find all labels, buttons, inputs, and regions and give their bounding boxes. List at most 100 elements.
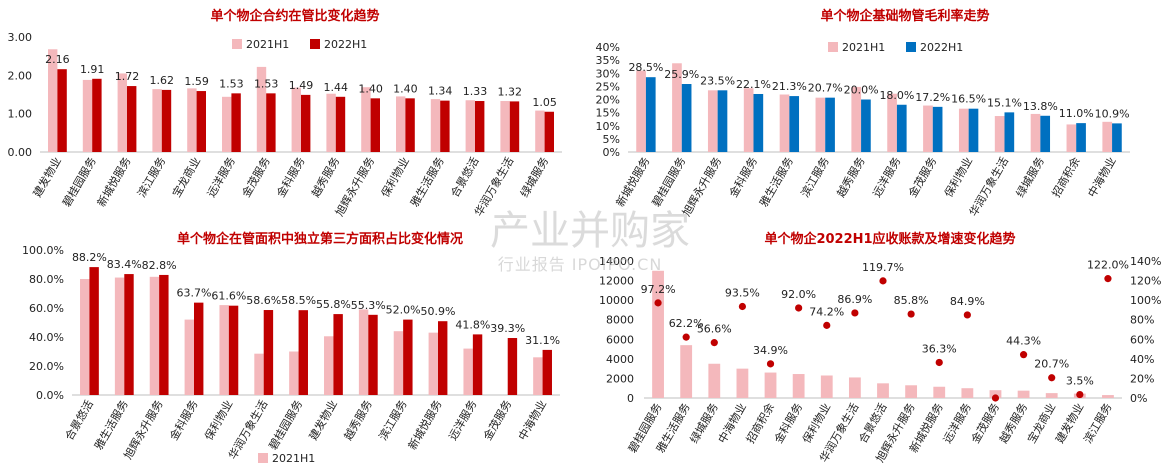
y-tick-label-left: 14000	[599, 255, 634, 268]
bar-2021h1	[887, 93, 897, 152]
bar-2022h1	[127, 86, 137, 152]
receivables-bar	[989, 390, 1002, 398]
y-tick-label: 0.0%	[36, 389, 64, 402]
data-label: 58.6%	[246, 294, 281, 307]
legend-label: 2021H1	[272, 452, 315, 465]
bar-2021h1	[289, 351, 299, 395]
x-tick-label: 金茂服务	[905, 155, 939, 200]
bar-2021h1	[428, 332, 438, 395]
data-label: 83.4%	[107, 258, 142, 271]
data-label: 31.1%	[525, 334, 560, 347]
growth-point	[795, 304, 803, 312]
x-tick-label: 越秀服务	[308, 155, 342, 200]
receivables-bar	[792, 374, 805, 398]
data-label: 39.3%	[490, 322, 525, 335]
y-tick-label: 2.00	[8, 69, 33, 82]
data-label: 1.44	[324, 81, 349, 94]
growth-label: 36.3%	[922, 342, 957, 355]
data-label: 2.16	[45, 53, 70, 66]
legend-swatch	[906, 42, 916, 52]
y-tick-label: 40%	[596, 41, 620, 54]
bar-2021h1	[396, 96, 406, 152]
legend-label: 2021H1	[246, 38, 289, 51]
data-label: 11.0%	[1059, 107, 1094, 120]
bar-2021h1	[48, 49, 58, 153]
y-tick-label-right: 80%	[1130, 314, 1154, 327]
bar-2022h1	[89, 267, 99, 395]
bar-2021h1	[358, 309, 369, 395]
x-tick-label: 建发物业	[30, 155, 64, 200]
growth-point	[710, 339, 718, 347]
y-tick-label: 0%	[603, 146, 620, 159]
growth-point	[823, 321, 831, 329]
y-tick-label: 20.0%	[29, 360, 64, 373]
x-tick-label: 雅生活服务	[756, 155, 796, 210]
chart-title: 单个物企在管面积中独立第三方面积占比变化情况	[177, 231, 463, 247]
growth-point	[1019, 351, 1028, 359]
receivables-bar	[961, 388, 974, 398]
x-tick-label: 中海物业	[515, 398, 549, 443]
bar-2022h1	[194, 302, 204, 395]
x-tick-label: 滨江服务	[134, 155, 168, 200]
bar-2022h1	[57, 69, 67, 152]
data-label: 10.9%	[1095, 107, 1130, 120]
x-tick-label: 宝龙商业	[169, 155, 203, 200]
x-tick-label: 新城悦服务	[405, 398, 445, 453]
receivables-bar	[680, 345, 693, 398]
bar-2021h1	[152, 89, 162, 152]
bar-2022h1	[92, 78, 102, 152]
bar-2021h1	[114, 277, 125, 395]
x-tick-label: 新城悦服务	[94, 155, 134, 210]
bar-2021h1	[465, 100, 475, 152]
growth-label: 62.2%	[669, 317, 704, 330]
growth-label: 56.6%	[697, 323, 732, 336]
data-label: 1.34	[428, 85, 453, 98]
x-tick-label: 越秀服务	[834, 155, 868, 200]
bar-2021h1	[82, 79, 93, 152]
receivables-bar	[764, 372, 777, 398]
bar-2022h1	[333, 314, 343, 395]
x-tick-label: 滨江服务	[798, 155, 832, 200]
growth-label: 93.5%	[725, 287, 760, 300]
y-tick-label-right: 120%	[1130, 275, 1161, 288]
y-tick-label: 3.00	[8, 31, 33, 44]
data-label: 13.8%	[1023, 100, 1058, 113]
receivables-bar	[652, 270, 664, 398]
receivables-bar	[820, 375, 833, 398]
bar-2021h1	[463, 348, 473, 395]
bar-2021h1	[187, 88, 197, 152]
legend-label: 2022H1	[920, 41, 963, 54]
bar-2022h1	[1040, 115, 1051, 152]
bar-2021h1	[291, 87, 301, 152]
data-label: 1.33	[463, 85, 488, 98]
bar-2022h1	[368, 314, 378, 395]
bar-2022h1	[753, 93, 764, 152]
bar-2022h1	[509, 101, 520, 152]
chart-title: 单个物企合约在管比变化趋势	[210, 8, 379, 24]
x-tick-label: 金茂服务	[239, 155, 273, 200]
y-tick-label-right: 0%	[1130, 392, 1147, 405]
bar-2022h1	[1112, 123, 1122, 152]
growth-label: 97.2%	[641, 283, 676, 296]
y-tick-label-right: 100%	[1130, 294, 1161, 307]
bar-2022h1	[196, 91, 206, 152]
bar-2022h1	[124, 274, 134, 395]
bar-2021h1	[779, 94, 790, 152]
bar-2021h1	[1102, 121, 1113, 152]
y-tick-label: 15%	[596, 107, 620, 120]
bar-2021h1	[393, 331, 404, 395]
chart-title: 单个物企基础物管毛利率走势	[820, 8, 989, 24]
growth-label: 20.7%	[1034, 358, 1069, 371]
data-label: 1.53	[254, 77, 279, 90]
data-label: 55.3%	[351, 299, 386, 312]
y-tick-label-left: 12000	[599, 275, 634, 288]
data-label: 1.59	[184, 75, 209, 88]
growth-label: 119.7%	[862, 261, 904, 274]
receivables-bar	[1102, 395, 1114, 398]
x-tick-label: 新城悦服务	[613, 155, 653, 210]
y-tick-label: 20%	[596, 94, 620, 107]
x-tick-label: 远洋服务	[204, 155, 238, 200]
growth-label: 84.9%	[950, 295, 985, 308]
bar-2021h1	[535, 110, 545, 152]
bar-2022h1	[932, 106, 943, 152]
